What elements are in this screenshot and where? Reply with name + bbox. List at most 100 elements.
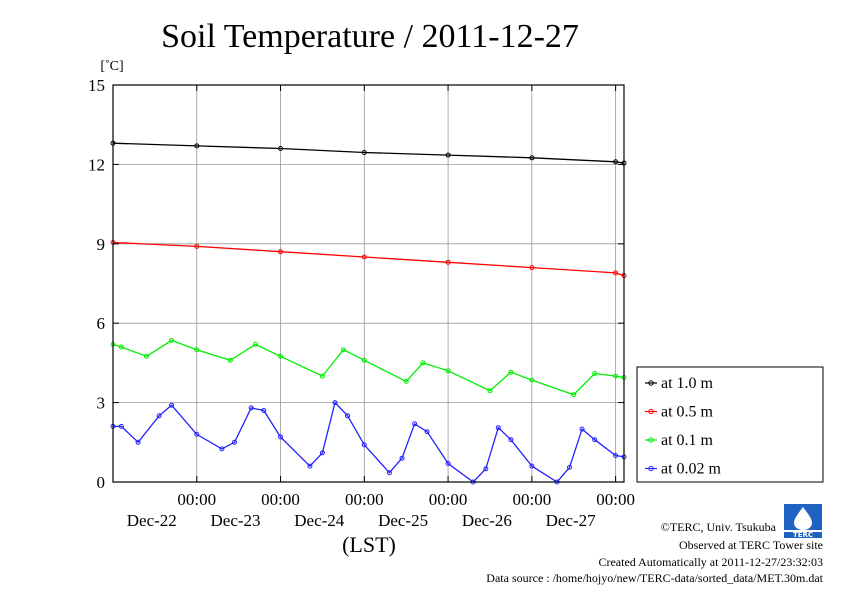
data-point <box>592 371 598 376</box>
data-point <box>592 437 598 443</box>
data-point <box>345 413 351 419</box>
data-point <box>340 347 346 353</box>
y-tick-label: 12 <box>88 155 105 174</box>
footer-copyright: ©TERC, Univ. Tsukuba <box>661 520 777 534</box>
data-point <box>529 155 535 161</box>
x-tick-time-label: 00:00 <box>429 490 468 509</box>
x-tick-time-label: 00:00 <box>261 490 300 509</box>
data-point <box>361 150 367 155</box>
data-point <box>194 347 200 353</box>
terc-logo-icon: TERC <box>784 504 822 539</box>
x-tick-date-label: Dec-25 <box>378 511 428 530</box>
series-layer <box>110 140 627 485</box>
footer-source: Data source : /home/hojyo/new/TERC-data/… <box>486 571 823 585</box>
x-tick-time-label: 00:00 <box>177 490 216 509</box>
data-point <box>613 270 619 276</box>
data-point <box>118 344 124 350</box>
x-tick-time-label: 00:00 <box>345 490 384 509</box>
data-point <box>445 461 451 466</box>
logo-text: TERC <box>793 531 813 539</box>
series-line <box>112 241 625 277</box>
data-point <box>613 453 619 458</box>
data-point <box>529 377 535 383</box>
data-point <box>261 408 267 413</box>
data-point <box>567 464 572 470</box>
data-point <box>278 434 283 440</box>
data-point <box>613 373 619 379</box>
data-point <box>194 243 200 249</box>
data-point <box>399 455 405 461</box>
data-point <box>278 249 283 255</box>
data-point <box>445 368 451 374</box>
data-point <box>307 463 313 469</box>
x-tick-date-label: Dec-24 <box>294 511 345 530</box>
legend-box <box>636 366 824 483</box>
data-point <box>227 357 233 363</box>
series-line <box>112 339 625 396</box>
data-point <box>529 265 535 271</box>
y-tick-label: 0 <box>97 473 106 492</box>
series-line <box>113 401 625 483</box>
data-point <box>571 392 577 398</box>
data-point <box>248 405 254 411</box>
footer-created: Created Automatically at 2011-12-27/23:3… <box>598 555 823 569</box>
grid-lines <box>113 85 624 482</box>
x-tick-time-label: 00:00 <box>596 490 635 509</box>
data-point <box>445 152 451 158</box>
x-axis-ticks: 00:00Dec-2200:00Dec-2300:00Dec-2400:00De… <box>127 85 635 530</box>
data-point <box>135 439 141 445</box>
legend-marker <box>648 380 654 386</box>
series-3 <box>110 337 627 398</box>
x-tick-date-label: Dec-26 <box>462 511 512 530</box>
data-point <box>144 353 149 359</box>
data-point <box>232 439 237 445</box>
data-point <box>361 254 367 260</box>
chart-title: Soil Temperature / 2011-12-27 <box>161 18 579 55</box>
data-point <box>424 429 430 435</box>
series-line <box>112 142 625 164</box>
plot-frame <box>112 84 625 483</box>
x-axis-label: (LST) <box>342 532 396 557</box>
data-point <box>219 446 225 452</box>
data-point <box>361 442 367 448</box>
data-point <box>278 353 283 359</box>
legend-items: at 1.0 m at 0.5 m at 0.1 m at 0.02 m <box>645 375 722 478</box>
data-point <box>403 378 409 384</box>
data-point <box>579 426 585 432</box>
series-2 <box>110 240 627 279</box>
legend-marker <box>648 437 654 443</box>
footer-site: Observed at TERC Tower site <box>679 538 823 552</box>
data-point <box>169 337 175 343</box>
x-tick-date-label: Dec-27 <box>546 511 597 530</box>
legend-marker <box>648 408 654 415</box>
data-point <box>529 463 535 469</box>
data-point <box>420 360 426 366</box>
data-point <box>319 450 325 456</box>
legend-label: at 0.02 m <box>661 461 722 478</box>
x-tick-date-label: Dec-22 <box>127 511 177 530</box>
legend: at 1.0 m at 0.5 m at 0.1 m at 0.02 m <box>636 366 824 483</box>
y-tick-label: 3 <box>97 394 106 413</box>
data-point <box>156 413 162 419</box>
data-point <box>252 341 258 347</box>
series-4 <box>110 400 627 485</box>
legend-marker <box>648 465 654 472</box>
y-axis-ticks: 0 3 6 9 12 15 <box>88 76 624 492</box>
data-point <box>508 437 514 443</box>
data-point <box>445 259 451 265</box>
y-tick-label: 9 <box>97 235 106 254</box>
data-point <box>483 466 489 472</box>
legend-label: at 0.1 m <box>661 432 714 449</box>
y-unit-label: [˚C] <box>100 59 123 74</box>
data-point <box>613 159 619 165</box>
legend-label: at 0.5 m <box>661 404 714 421</box>
x-tick-date-label: Dec-23 <box>211 511 261 530</box>
y-tick-label: 15 <box>88 76 105 95</box>
data-point <box>194 143 200 149</box>
data-point <box>278 146 283 151</box>
data-point <box>361 357 367 363</box>
data-point <box>332 400 338 406</box>
legend-label: at 1.0 m <box>661 375 714 392</box>
x-tick-time-label: 00:00 <box>512 490 551 509</box>
